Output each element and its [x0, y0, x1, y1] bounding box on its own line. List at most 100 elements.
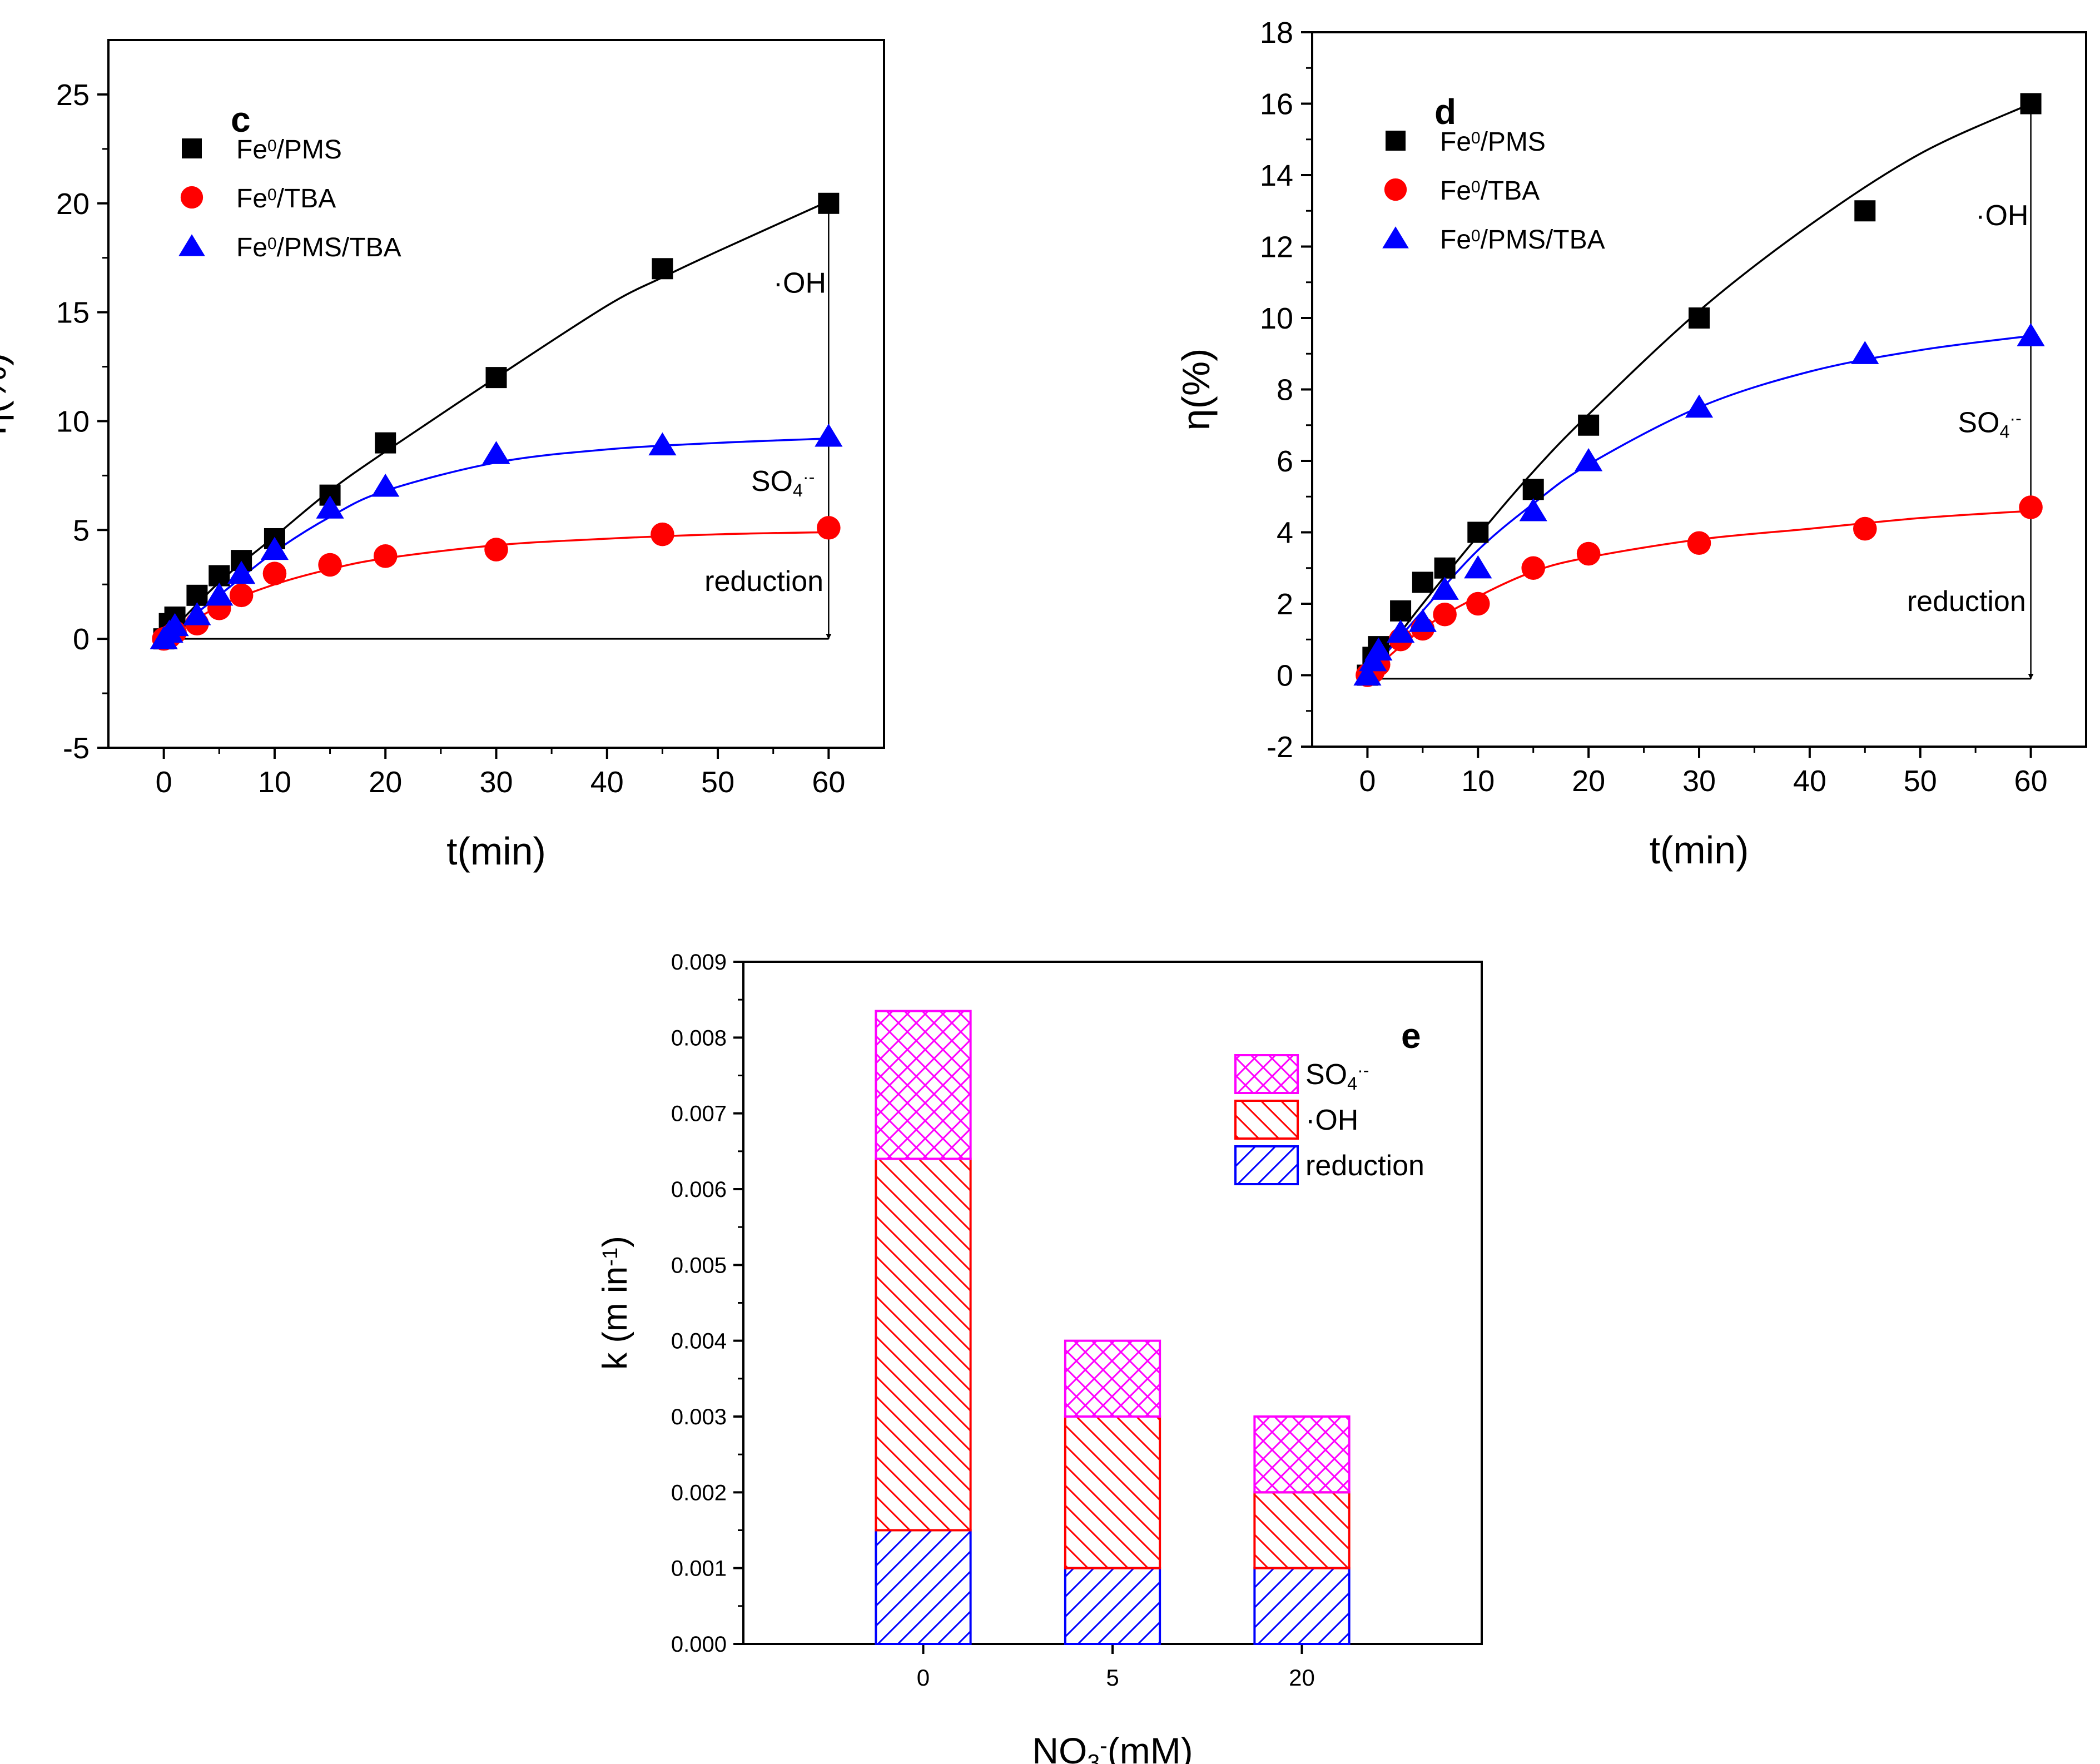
panel-e-x-tick-label-0: 0 — [917, 1664, 930, 1691]
panel-c-series-0-point-10 — [652, 258, 673, 280]
panel-d-annotation-2: reduction — [1907, 585, 2026, 618]
panel-c-y-tick-label-2: 5 — [73, 514, 90, 547]
panel-c-legend-marker-2 — [178, 234, 205, 256]
panel-d-series-0-point-6 — [1467, 521, 1489, 543]
panel-c-legend-marker-1 — [180, 186, 203, 209]
panel-c-series-0-point-11 — [818, 192, 840, 214]
panel-d-y-tick-label-5: 8 — [1277, 374, 1293, 407]
panel-e-bar-1-series-1 — [1064, 1415, 1161, 1569]
panel-e-bar-0-series-0 — [875, 1529, 972, 1645]
panel-d-y-tick-label-10: 18 — [1260, 16, 1293, 49]
panel-e-bar-2-series-2 — [1253, 1415, 1351, 1494]
panel-d-x-tick-label-6: 60 — [2014, 764, 2048, 798]
panel-c-series-1-point-9 — [484, 538, 508, 562]
panel-c-x-tick-label-2: 20 — [369, 766, 402, 799]
panel-d-x-tick-label-1: 10 — [1461, 764, 1495, 798]
panel-d-annotation-0: ·OH — [1975, 200, 2028, 232]
panel-d-series-0-point-9 — [1689, 307, 1710, 329]
panel-c-y-tick-label-5: 20 — [56, 187, 90, 221]
panel-c-series-1-point-8 — [373, 544, 398, 568]
panel-e-y-tick-label-9: 0.009 — [671, 950, 727, 975]
panel-e-x-tick-label-2: 20 — [1289, 1664, 1315, 1691]
panel-c-y-tick-label-4: 15 — [56, 296, 90, 330]
panel-d-series-2-point-10 — [1851, 341, 1879, 364]
panel-d-legend-label-1: Fe0/TBA — [1440, 176, 1540, 206]
panel-c-y-axis-label: η(%) — [0, 353, 14, 435]
panel-d-legend-label-2: Fe0/PMS/TBA — [1440, 225, 1605, 255]
panel-d-panel-label: d — [1434, 92, 1456, 132]
panel-d-series-2-point-5 — [1431, 577, 1459, 600]
panel-c-x-axis-label: t(min) — [446, 829, 546, 873]
panel-d-series-0-point-11 — [2020, 93, 2042, 115]
panel-d-x-tick-label-0: 0 — [1359, 764, 1376, 798]
panel-c-series-1-point-5 — [229, 583, 254, 608]
panel-d-fit-line-2 — [1367, 335, 2031, 676]
panel-e-bar-0-series-1 — [875, 1157, 972, 1532]
panel-d-x-axis-label: t(min) — [1650, 828, 1749, 872]
panel-d-series-0-point-5 — [1434, 557, 1456, 579]
panel-d-series-2-point-9 — [1685, 394, 1714, 418]
panel-d-series-0-point-10 — [1854, 200, 1876, 222]
panel-d-y-tick-label-3: 4 — [1277, 516, 1293, 550]
panel-c-series-1-point-10 — [651, 522, 674, 546]
panel-d-series-2-point-6 — [1464, 555, 1492, 579]
panel-c-legend-label-2: Fe0/PMS/TBA — [236, 233, 401, 262]
panel-e-bar-1-series-2 — [1064, 1339, 1161, 1418]
panel-d-series-1-point-7 — [1521, 556, 1545, 580]
panel-e-panel-label: e — [1401, 1016, 1421, 1056]
panel-c-series-1-point-7 — [318, 553, 342, 577]
panel-d-series-2-point-0 — [1353, 662, 1382, 686]
panel-e-y-tick-label-3: 0.003 — [671, 1405, 727, 1429]
panel-e-bar-2-series-1 — [1253, 1491, 1351, 1569]
panel-d-y-axis-label: η(%) — [1174, 349, 1218, 431]
panel-c-series-2-point-2 — [161, 613, 189, 637]
panel-d-y-tick-label-9: 16 — [1260, 88, 1293, 121]
panel-e-legend-label-1: ·OH — [1305, 1104, 1358, 1136]
panel-c-series-1-point-11 — [817, 516, 841, 540]
panel-e-y-tick-label-2: 0.002 — [671, 1480, 727, 1505]
panel-d-y-tick-label-0: -2 — [1267, 731, 1293, 764]
panel-e-y-tick-label-8: 0.008 — [671, 1026, 727, 1050]
panel-d-y-tick-label-6: 10 — [1260, 302, 1293, 335]
panel-c-series-2-point-7 — [316, 495, 344, 519]
panel-e-legend-swatch-0 — [1234, 1145, 1299, 1185]
panel-c-series-2-point-8 — [371, 474, 400, 497]
panel-d-x-tick-label-2: 20 — [1572, 764, 1605, 798]
panel-c-series-2-point-6 — [260, 536, 289, 560]
panel-d-y-tick-label-4: 6 — [1277, 445, 1293, 478]
panel-c-legend-label-0: Fe0/PMS — [236, 135, 342, 165]
panel-d-series-1-point-6 — [1466, 592, 1490, 616]
panel-c-series-2-point-11 — [815, 423, 843, 447]
panel-d-y-tick-label-2: 2 — [1277, 588, 1293, 621]
panel-d-series-2-point-7 — [1519, 498, 1547, 521]
panel-e-bar-2-series-0 — [1253, 1567, 1351, 1646]
panel-e-y-tick-label-1: 0.001 — [671, 1557, 727, 1581]
panel-c-plot-frame — [107, 39, 885, 749]
panel-e-legend-label-2: SO4·- — [1305, 1059, 1369, 1094]
panel-d: 0 10 20 30 40 50 60 -2 0 2 4 6 8 10 12 14 16 18 t(min) η(%)… — [1174, 16, 2087, 872]
panel-d-plot-frame — [1311, 31, 2087, 748]
panel-c-y-tick-label-1: 0 — [73, 623, 90, 656]
panel-d-x-tick-label-3: 30 — [1682, 764, 1716, 798]
panel-d-series-0-point-3 — [1390, 600, 1412, 622]
panel-e-bar-0-series-2 — [875, 1010, 972, 1160]
panel-d-series-2-point-3 — [1386, 619, 1415, 643]
panel-d-legend-marker-0 — [1386, 131, 1406, 151]
panel-c-series-0-point-8 — [375, 432, 396, 454]
panel-d-series-0-point-4 — [1412, 572, 1433, 593]
panel-d-series-2-point-8 — [1575, 448, 1603, 471]
panel-c-legend-marker-0 — [182, 138, 202, 158]
panel-d-series-0-point-8 — [1578, 414, 1600, 436]
panel-c-x-tick-label-6: 60 — [812, 766, 845, 799]
panel-c-annotation-1: SO4·- — [751, 465, 815, 500]
panel-e-y-tick-label-4: 0.004 — [671, 1329, 727, 1354]
panel-c-x-tick-label-1: 10 — [258, 766, 291, 799]
panel-c-x-tick-label-3: 30 — [479, 766, 513, 799]
panel-e-y-tick-label-7: 0.007 — [671, 1102, 727, 1126]
panel-c-y-tick-label-6: 25 — [56, 78, 90, 112]
panel-d-series-2-point-4 — [1408, 609, 1437, 632]
panel-d-legend-marker-2 — [1382, 226, 1409, 249]
panel-d-series-0-point-7 — [1522, 479, 1544, 500]
panel-e-x-tick-label-1: 5 — [1106, 1664, 1119, 1691]
panel-c: 0 10 20 30 40 50 60-50510152025t(min)η(%)cFe0/… — [0, 39, 885, 873]
